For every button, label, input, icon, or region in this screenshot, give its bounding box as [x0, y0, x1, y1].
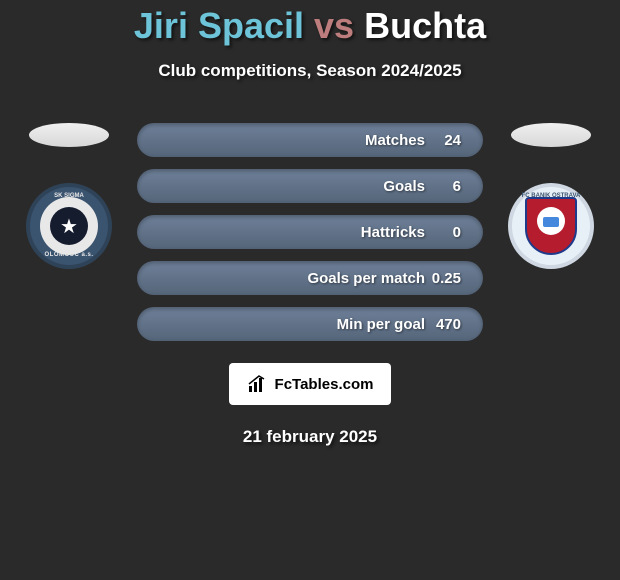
- right-column: FC BANIK OSTRAVA: [501, 123, 601, 269]
- stat-label: Goals: [383, 178, 425, 195]
- stat-bar: Hattricks0: [137, 215, 483, 249]
- stat-value: 24: [425, 132, 461, 149]
- brand-text: FcTables.com: [275, 376, 374, 393]
- chart-icon: [247, 374, 269, 394]
- date-label: 21 february 2025: [243, 427, 377, 447]
- stats-column: Matches24 Goals6 Hattricks0 Goals per match…: [137, 123, 483, 341]
- player2-club-badge: FC BANIK OSTRAVA: [508, 183, 594, 269]
- stat-label: Goals per match: [307, 270, 425, 287]
- player2-name: Buchta: [364, 5, 486, 46]
- comparison-card: Jiri Spacil vs Buchta Club competitions,…: [0, 0, 620, 447]
- badge-left-star-icon: ★: [50, 207, 88, 245]
- player1-photo-placeholder: [29, 123, 109, 147]
- stat-bar: Goals per match0.25: [137, 261, 483, 295]
- stat-label: Hattricks: [361, 224, 425, 241]
- stat-bar: Min per goal470: [137, 307, 483, 341]
- stat-label: Min per goal: [337, 316, 425, 333]
- badge-right-shield-icon: [525, 197, 577, 255]
- badge-left-bottom-text: OLOMOUC a.s.: [30, 252, 108, 258]
- main-content-row: SK SIGMA ★ OLOMOUC a.s. Matches24 Goals6 H…: [0, 123, 620, 341]
- brand-attribution[interactable]: FcTables.com: [229, 363, 391, 405]
- comparison-title: Jiri Spacil vs Buchta: [134, 5, 486, 47]
- left-column: SK SIGMA ★ OLOMOUC a.s.: [19, 123, 119, 269]
- badge-left-top-text: SK SIGMA: [30, 193, 108, 199]
- player2-photo-placeholder: [511, 123, 591, 147]
- stat-label: Matches: [365, 132, 425, 149]
- stat-value: 0: [425, 224, 461, 241]
- stat-bar: Matches24: [137, 123, 483, 157]
- stat-value: 6: [425, 178, 461, 195]
- vs-separator: vs: [314, 5, 354, 46]
- stat-bar: Goals6: [137, 169, 483, 203]
- subtitle: Club competitions, Season 2024/2025: [158, 61, 461, 81]
- player1-name: Jiri Spacil: [134, 5, 304, 46]
- stat-value: 0.25: [425, 270, 461, 287]
- stat-value: 470: [425, 316, 461, 333]
- player1-club-badge: SK SIGMA ★ OLOMOUC a.s.: [26, 183, 112, 269]
